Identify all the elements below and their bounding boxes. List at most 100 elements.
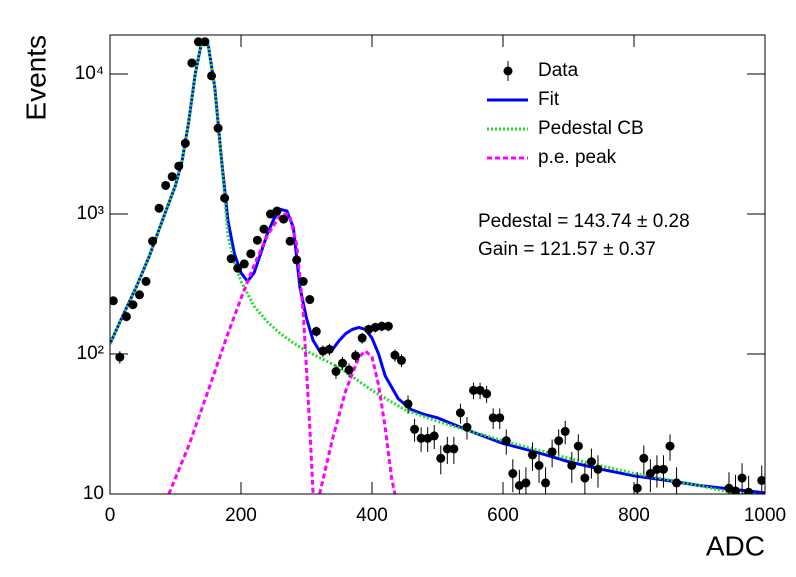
legend-label: Fit [538, 89, 560, 110]
data-point [586, 457, 596, 467]
data-point [207, 71, 217, 81]
legend-label: p.e. peak [538, 147, 617, 168]
x-axis-label: ADC [706, 530, 765, 561]
data-point [639, 453, 649, 463]
data-point [279, 214, 289, 224]
y-tick-label: 10 [83, 483, 104, 504]
data-point [298, 276, 308, 286]
data-point [547, 447, 557, 457]
data-point [665, 441, 675, 451]
data-point [377, 321, 387, 331]
data-point [442, 444, 452, 454]
data-point [121, 312, 131, 322]
data-point [193, 37, 203, 47]
data-point [573, 441, 583, 451]
data-point [495, 413, 505, 423]
data-point [436, 453, 446, 463]
legend-label: Data [538, 60, 579, 81]
data-point [167, 172, 177, 182]
data-point [521, 478, 531, 488]
data-point [115, 352, 125, 362]
data-point [455, 408, 465, 418]
data-point [508, 469, 518, 479]
y-tick-label: 10⁴ [75, 63, 104, 84]
data-point [324, 344, 334, 354]
y-tick-label: 10³ [77, 203, 104, 224]
data-point [252, 235, 262, 245]
data-point [672, 478, 682, 488]
annotation: Pedestal = 143.74 ± 0.28 [478, 211, 690, 232]
data-point [187, 58, 197, 68]
x-tick-label: 200 [225, 505, 257, 526]
x-tick-label: 600 [487, 505, 519, 526]
data-point [239, 259, 249, 269]
data-point [110, 296, 118, 306]
frame [109, 34, 766, 495]
data-point [462, 422, 472, 432]
y-axis-label: Events [20, 35, 51, 121]
data-point [272, 206, 282, 216]
plot-area [110, 37, 765, 494]
data-point [567, 460, 577, 470]
data-point [731, 486, 741, 494]
data-point [737, 473, 747, 483]
data-point [534, 460, 544, 470]
x-tick-label: 1000 [744, 505, 786, 526]
data-point [220, 193, 230, 203]
data-point [141, 276, 151, 286]
annotation: Gain = 121.57 ± 0.37 [478, 239, 656, 260]
data-point [357, 333, 367, 343]
data-point [416, 433, 426, 443]
data-point [744, 487, 754, 494]
data-point [154, 203, 164, 213]
data-point [200, 37, 210, 47]
data-point [632, 483, 642, 493]
data-point [554, 436, 564, 446]
data-point [652, 464, 662, 474]
data-point [501, 436, 511, 446]
data-point [134, 290, 144, 300]
data-point [246, 249, 256, 259]
data-point [488, 413, 498, 423]
data-point [757, 475, 765, 485]
x-tick-label: 400 [356, 505, 388, 526]
data-point [174, 161, 184, 171]
data-point [390, 350, 400, 360]
data-point [311, 326, 321, 336]
legend-swatch [503, 66, 513, 76]
data-point [233, 263, 243, 273]
data-point [344, 365, 354, 375]
fit-curve [110, 39, 765, 494]
data-point [331, 366, 341, 376]
x-tick-label: 800 [618, 505, 650, 526]
fit-curve [167, 212, 397, 494]
data-point [285, 236, 295, 246]
data-point [403, 399, 413, 409]
data-point [410, 424, 420, 434]
data-point [213, 123, 223, 133]
data-point [226, 254, 236, 264]
data-point [541, 478, 551, 488]
data-point [469, 385, 479, 395]
data-point [351, 351, 361, 361]
data-point [305, 295, 315, 305]
data-point [383, 321, 393, 331]
y-tick-label: 10² [77, 343, 104, 364]
data-point [527, 450, 537, 460]
data-point [429, 431, 439, 441]
data-point [593, 464, 603, 474]
data-point [292, 255, 302, 265]
data-point [580, 473, 590, 483]
data-point [128, 300, 138, 310]
data-point [148, 236, 158, 246]
data-point [658, 464, 668, 474]
data-point [482, 389, 492, 399]
data-point [560, 426, 570, 436]
data-point [161, 180, 171, 190]
data-point [396, 355, 406, 365]
data-point [645, 469, 655, 479]
x-tick-label: 0 [105, 505, 116, 526]
data-point [180, 138, 190, 148]
data-point [259, 224, 269, 234]
